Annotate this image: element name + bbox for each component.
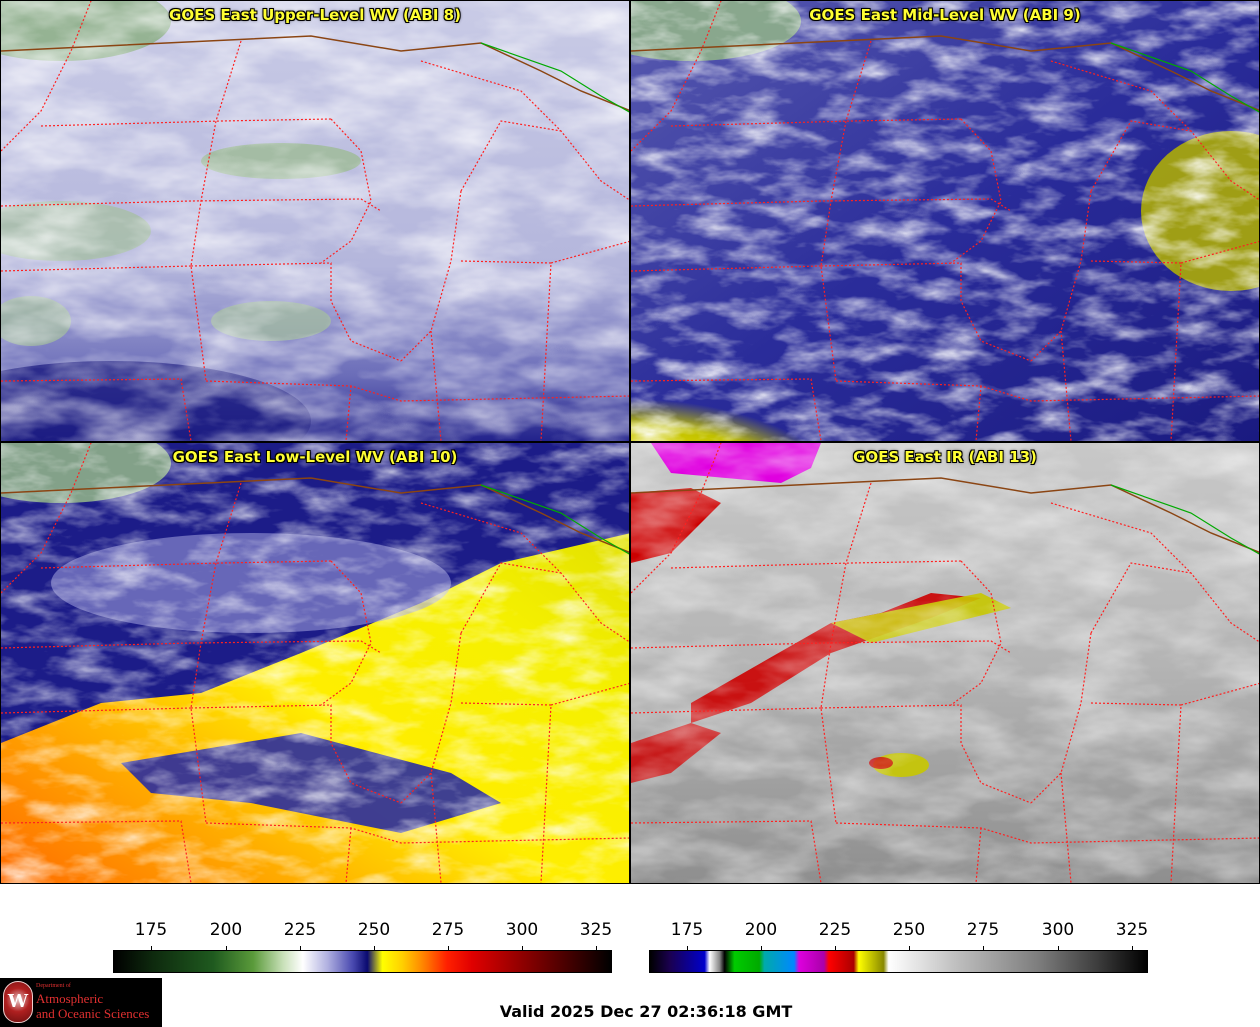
ir-panel: GOES East IR (ABI 13) [630, 442, 1260, 884]
tick-mark [761, 946, 762, 951]
ir-image [631, 443, 1259, 883]
tick-mark [909, 946, 910, 951]
tick-label: 250 [357, 920, 391, 940]
tick-label: 300 [505, 920, 539, 940]
tick-mark [448, 946, 449, 951]
mid-level-wv-image [631, 1, 1259, 441]
tick-label: 275 [966, 920, 1000, 940]
tick-label: 325 [1115, 920, 1149, 940]
tick-mark [151, 946, 152, 951]
tick-mark [522, 946, 523, 951]
tick-mark [835, 946, 836, 951]
upper-level-wv-panel: GOES East Upper-Level WV (ABI 8) [0, 0, 630, 442]
low-level-wv-image [1, 443, 629, 883]
tick-mark [226, 946, 227, 951]
panel-title: GOES East IR (ABI 13) [853, 448, 1037, 466]
tick-mark [1058, 946, 1059, 951]
tick-label: 250 [892, 920, 926, 940]
logo-line-1: Atmospheric [36, 991, 104, 1006]
tick-mark [983, 946, 984, 951]
panel-title: GOES East Low-Level WV (ABI 10) [172, 448, 458, 466]
tick-mark [374, 946, 375, 951]
tick-label: 175 [134, 920, 168, 940]
tick-mark [596, 946, 597, 951]
tick-label: 225 [818, 920, 852, 940]
tick-label: 225 [283, 920, 317, 940]
wv-colorbar [113, 950, 612, 973]
logo-line-2: and Oceanic Sciences [36, 1006, 150, 1021]
ir-colorbar [649, 950, 1148, 973]
tick-mark [1132, 946, 1133, 951]
upper-level-wv-image [1, 1, 629, 441]
mid-level-wv-panel: GOES East Mid-Level WV (ABI 9) [630, 0, 1260, 442]
tick-label: 325 [579, 920, 613, 940]
aos-logo: W Department of Atmospheric and Oceanic … [0, 978, 162, 1027]
tick-label: 175 [670, 920, 704, 940]
panel-title: GOES East Mid-Level WV (ABI 9) [809, 6, 1081, 24]
tick-label: 200 [209, 920, 243, 940]
valid-time: Valid 2025 Dec 27 02:36:18 GMT [499, 1002, 793, 1021]
tick-label: 300 [1041, 920, 1075, 940]
tick-mark [687, 946, 688, 951]
tick-label: 200 [744, 920, 778, 940]
tick-label: 275 [431, 920, 465, 940]
uw-seal-icon: W [3, 981, 33, 1023]
logo-department-of: Department of [36, 983, 71, 989]
tick-mark [300, 946, 301, 951]
low-level-wv-panel: GOES East Low-Level WV (ABI 10) [0, 442, 630, 884]
panel-title: GOES East Upper-Level WV (ABI 8) [169, 6, 461, 24]
